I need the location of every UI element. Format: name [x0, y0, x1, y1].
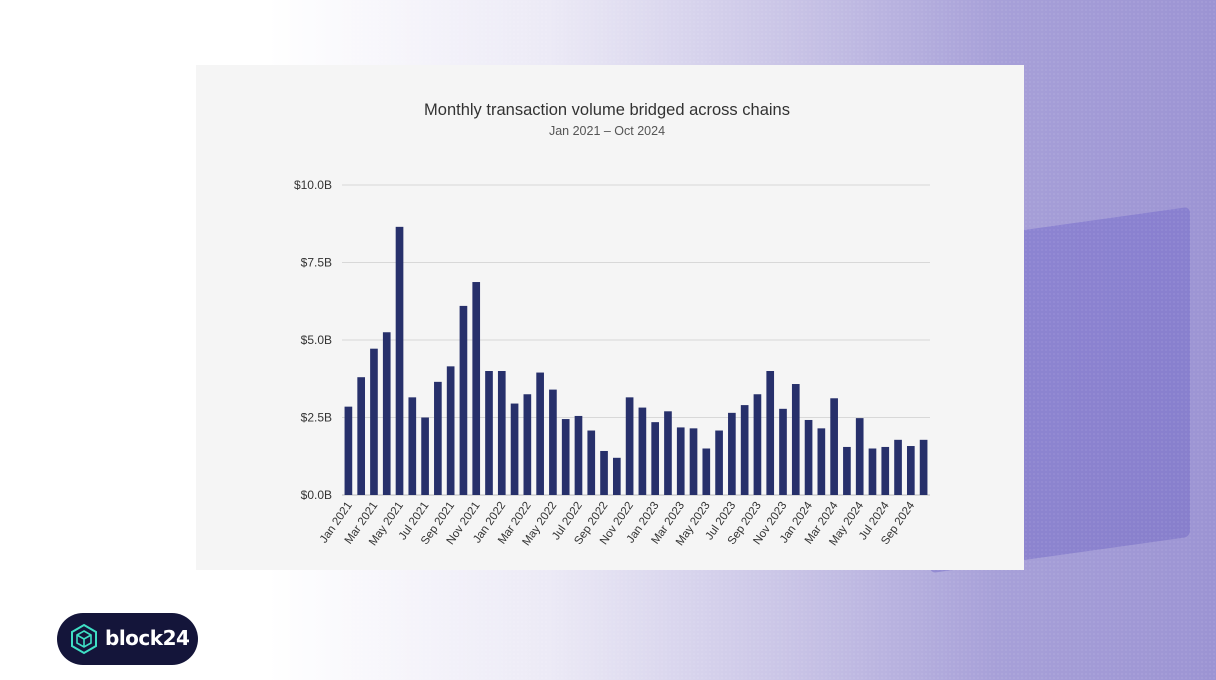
bar — [612, 457, 621, 495]
bar — [715, 430, 723, 495]
bar — [868, 448, 877, 495]
bar — [408, 397, 417, 495]
bar — [395, 226, 404, 495]
bar — [664, 411, 672, 495]
bar — [830, 398, 838, 495]
bar — [919, 439, 928, 495]
bar — [421, 417, 429, 495]
block24-logo-badge[interactable]: block24 — [57, 613, 198, 665]
bar — [881, 446, 890, 495]
bar — [638, 407, 647, 495]
chart-card: Monthly transaction volume bridged acros… — [196, 65, 1024, 570]
bar — [370, 348, 378, 495]
brand-name: block24 — [105, 626, 190, 650]
bar — [561, 419, 570, 495]
bar — [357, 377, 366, 495]
bar — [728, 412, 736, 495]
bar — [485, 371, 493, 495]
bar — [472, 282, 481, 495]
bars — [344, 226, 928, 495]
bar — [894, 439, 902, 495]
bar — [855, 418, 864, 495]
y-tick-label: $7.5B — [301, 256, 332, 270]
bar — [574, 415, 583, 495]
bar — [510, 403, 519, 495]
y-tick-label: $5.0B — [301, 333, 332, 347]
y-tick-label: $10.0B — [294, 178, 332, 192]
bar — [434, 381, 442, 495]
bar — [446, 366, 455, 495]
bar — [779, 408, 787, 495]
bar — [766, 371, 775, 495]
bar — [753, 394, 762, 495]
bar — [791, 384, 800, 495]
bar — [587, 430, 596, 495]
bar — [625, 397, 634, 495]
bar-chart: Monthly transaction volume bridged acros… — [294, 101, 930, 548]
bar — [382, 332, 391, 495]
bar — [497, 371, 506, 495]
bar — [843, 446, 851, 495]
bar — [740, 405, 749, 495]
y-axis-ticks: $0.0B $2.5B $5.0B $7.5B $10.0B — [294, 178, 332, 502]
bar — [689, 428, 698, 495]
bar — [536, 372, 544, 495]
bar — [600, 450, 608, 495]
bar — [702, 448, 711, 495]
bar — [906, 446, 915, 495]
y-tick-label: $0.0B — [301, 488, 332, 502]
y-tick-label: $2.5B — [301, 411, 332, 425]
bar — [651, 422, 660, 495]
bar — [817, 428, 826, 495]
bar — [676, 427, 685, 495]
cube-logo-icon — [71, 623, 97, 655]
bar — [344, 406, 353, 495]
bar — [804, 419, 813, 495]
chart-title: Monthly transaction volume bridged acros… — [424, 101, 790, 119]
gridlines — [342, 184, 930, 496]
chart-subtitle: Jan 2021 – Oct 2024 — [549, 124, 665, 138]
bar — [549, 389, 557, 495]
bar — [459, 305, 468, 495]
bar — [523, 394, 532, 495]
